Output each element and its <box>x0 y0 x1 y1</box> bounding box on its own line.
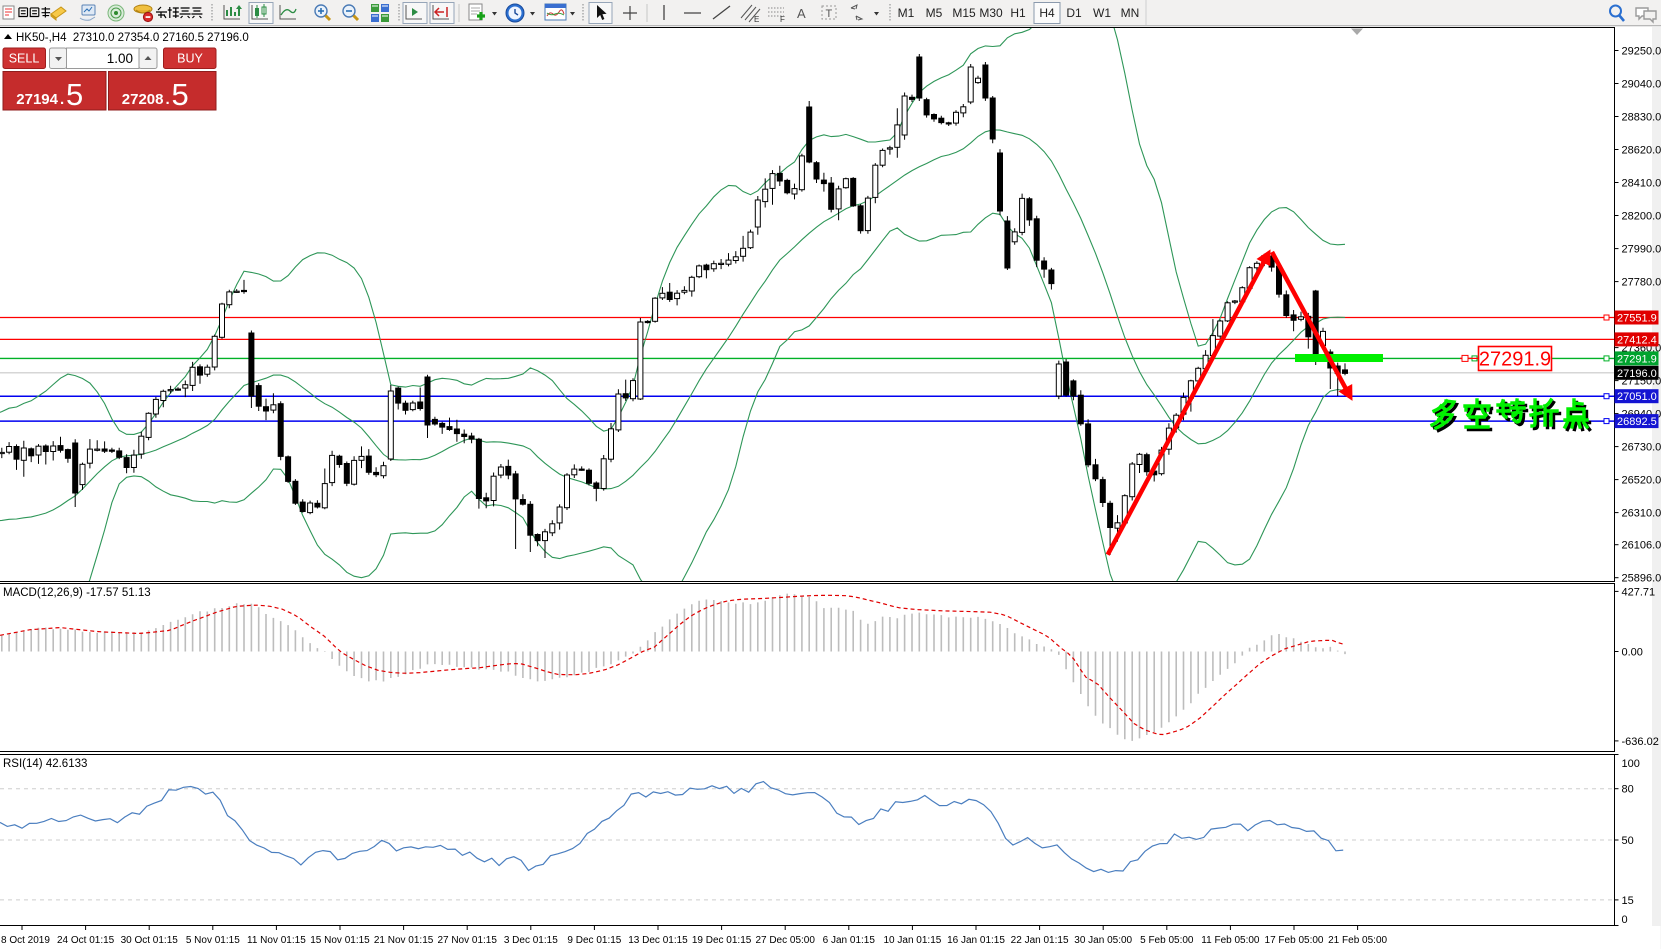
svg-text:11 Feb 05:00: 11 Feb 05:00 <box>1201 935 1260 946</box>
svg-text:MACD(12,26,9) -17.57 51.13: MACD(12,26,9) -17.57 51.13 <box>3 587 151 599</box>
svg-text:26106.0: 26106.0 <box>1622 540 1661 552</box>
svg-text:9 Dec 01:15: 9 Dec 01:15 <box>567 935 621 946</box>
svg-text:26892.5: 26892.5 <box>1617 416 1657 428</box>
svg-text:27051.0: 27051.0 <box>1617 391 1657 403</box>
svg-text:27412.4: 27412.4 <box>1617 334 1657 346</box>
svg-text:19 Dec 01:15: 19 Dec 01:15 <box>692 935 752 946</box>
svg-text:24 Oct 01:15: 24 Oct 01:15 <box>57 935 115 946</box>
svg-text:27990.0: 27990.0 <box>1622 244 1661 256</box>
svg-text:13 Dec 01:15: 13 Dec 01:15 <box>628 935 688 946</box>
svg-text:21 Nov 01:15: 21 Nov 01:15 <box>374 935 434 946</box>
svg-text:6 Jan 01:15: 6 Jan 01:15 <box>823 935 876 946</box>
svg-text:27 Dec 05:00: 27 Dec 05:00 <box>755 935 815 946</box>
svg-text:0.00: 0.00 <box>1622 647 1643 659</box>
svg-text:16 Jan 01:15: 16 Jan 01:15 <box>947 935 1005 946</box>
svg-text:M1: M1 <box>898 6 915 20</box>
svg-text:10 Jan 01:15: 10 Jan 01:15 <box>883 935 941 946</box>
svg-text:5 Feb 05:00: 5 Feb 05:00 <box>1140 935 1194 946</box>
svg-text:F: F <box>780 15 785 24</box>
svg-text:28830.0: 28830.0 <box>1622 112 1661 124</box>
svg-text:30 Jan 05:00: 30 Jan 05:00 <box>1074 935 1132 946</box>
svg-text:22 Jan 01:15: 22 Jan 01:15 <box>1011 935 1069 946</box>
svg-text:29250.0: 29250.0 <box>1622 46 1661 58</box>
svg-text:15 Nov 01:15: 15 Nov 01:15 <box>310 935 370 946</box>
svg-text:26730.0: 26730.0 <box>1622 442 1661 454</box>
svg-text:80: 80 <box>1622 784 1634 796</box>
svg-text:27 Nov 01:15: 27 Nov 01:15 <box>437 935 497 946</box>
svg-text:HK50-,H4 27310.0 27354.0 2716: HK50-,H4 27310.0 27354.0 27160.5 27196.0 <box>16 32 249 44</box>
svg-text:15: 15 <box>1622 895 1634 907</box>
svg-text:27291.9: 27291.9 <box>1479 349 1551 371</box>
svg-text:50: 50 <box>1622 835 1634 847</box>
svg-text:27551.9: 27551.9 <box>1617 313 1657 325</box>
svg-text:SELL: SELL <box>9 52 40 66</box>
svg-text:BUY: BUY <box>177 52 203 66</box>
svg-text:MN: MN <box>1121 6 1140 20</box>
svg-text:.: . <box>60 91 64 108</box>
svg-text:27196.0: 27196.0 <box>1617 368 1657 380</box>
svg-text:29040.0: 29040.0 <box>1622 79 1661 91</box>
svg-text:1.00: 1.00 <box>107 51 133 66</box>
svg-text:5: 5 <box>66 77 83 112</box>
svg-text:27208: 27208 <box>122 91 164 108</box>
svg-text:27291.9: 27291.9 <box>1617 353 1657 365</box>
svg-text:26520.0: 26520.0 <box>1622 475 1661 487</box>
svg-text:RSI(14) 42.6133: RSI(14) 42.6133 <box>3 758 87 770</box>
svg-text:11 Nov 01:15: 11 Nov 01:15 <box>247 935 306 946</box>
svg-text:100: 100 <box>1622 758 1640 770</box>
svg-text:W1: W1 <box>1093 6 1111 20</box>
svg-text:A: A <box>797 6 806 21</box>
svg-text:30 Oct 01:15: 30 Oct 01:15 <box>121 935 179 946</box>
svg-text:5 Nov 01:15: 5 Nov 01:15 <box>186 935 240 946</box>
svg-text:17 Feb 05:00: 17 Feb 05:00 <box>1265 935 1324 946</box>
svg-text:27194: 27194 <box>16 91 58 108</box>
svg-text:28200.0: 28200.0 <box>1622 211 1661 223</box>
svg-text:H1: H1 <box>1010 6 1026 20</box>
svg-text:D1: D1 <box>1066 6 1082 20</box>
svg-text:M30: M30 <box>979 6 1003 20</box>
svg-text:M15: M15 <box>952 6 976 20</box>
svg-text:28410.0: 28410.0 <box>1622 178 1661 190</box>
svg-text:427.71: 427.71 <box>1622 586 1656 598</box>
svg-text:M5: M5 <box>926 6 943 20</box>
svg-text:T: T <box>826 8 833 20</box>
svg-text:21 Feb 05:00: 21 Feb 05:00 <box>1328 935 1387 946</box>
svg-text:5: 5 <box>172 77 189 112</box>
svg-text:25896.0: 25896.0 <box>1622 573 1661 585</box>
svg-text:H4: H4 <box>1039 6 1055 20</box>
svg-text:28620.0: 28620.0 <box>1622 145 1661 157</box>
svg-text:27780.0: 27780.0 <box>1622 277 1661 289</box>
svg-text:0: 0 <box>1622 914 1628 926</box>
svg-text:26310.0: 26310.0 <box>1622 508 1661 520</box>
svg-text:3 Dec 01:15: 3 Dec 01:15 <box>504 935 558 946</box>
svg-text:E: E <box>754 15 759 24</box>
svg-text:-636.02: -636.02 <box>1622 736 1659 748</box>
svg-text:.: . <box>166 91 170 108</box>
svg-text:8 Oct 2019: 8 Oct 2019 <box>1 935 50 946</box>
